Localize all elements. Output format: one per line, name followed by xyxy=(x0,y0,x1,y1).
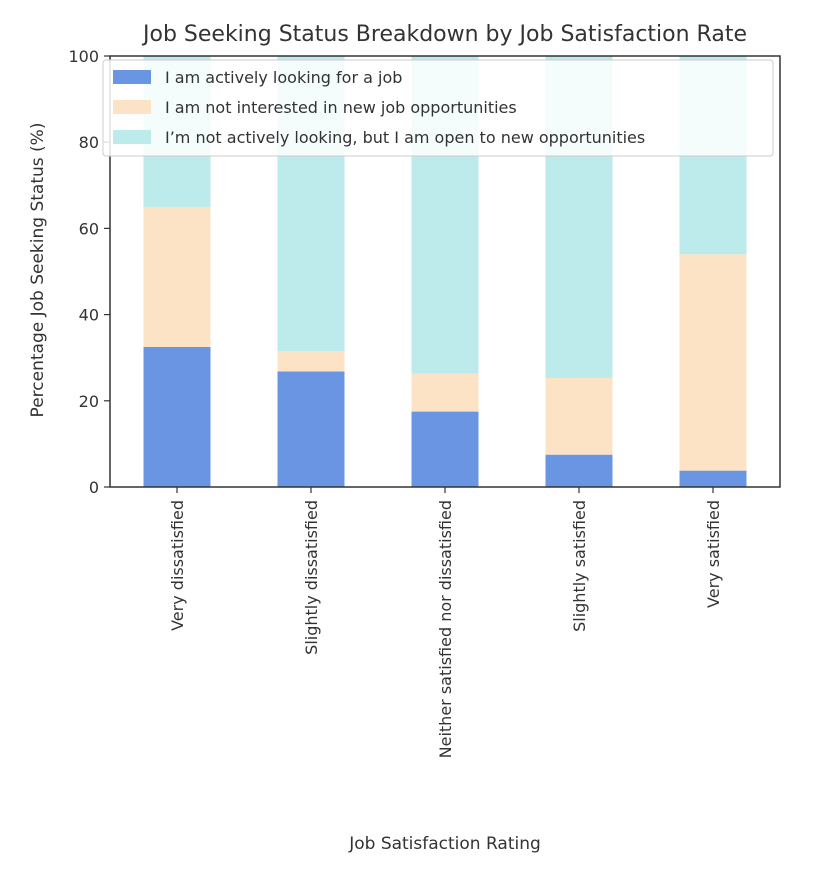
legend-swatch-2 xyxy=(113,130,151,144)
y-tick-label-4: 80 xyxy=(79,133,99,152)
bar-segment-s1-c0 xyxy=(143,206,211,347)
bar-segment-s0-c2 xyxy=(411,411,479,487)
y-tick-label-1: 20 xyxy=(79,392,99,411)
legend: I am actively looking for a job I am not … xyxy=(102,59,774,157)
x-tick-label-4: Very satisfied xyxy=(704,500,723,608)
legend-label-0: I am actively looking for a job xyxy=(165,68,402,87)
y-tick-label-3: 60 xyxy=(79,219,99,238)
legend-swatch-1 xyxy=(113,100,151,114)
y-axis: 0 20 40 60 80 100 xyxy=(68,47,110,497)
bar-segment-s0-c0 xyxy=(143,346,211,487)
y-tick-label-5: 100 xyxy=(68,47,99,66)
x-axis: Very dissatisfied Slightly dissatisfied Ne… xyxy=(168,487,723,758)
x-axis-label: Job Satisfaction Rating xyxy=(348,834,541,854)
bar-segment-s1-c1 xyxy=(277,351,345,372)
x-tick-label-2: Neither satisfied nor dissatisfied xyxy=(436,500,455,758)
x-tick-label-3: Slightly satisfied xyxy=(570,500,589,632)
bar-segment-s1-c4 xyxy=(679,254,747,471)
legend-box xyxy=(102,59,774,157)
bar-segment-s0-c4 xyxy=(679,470,747,487)
y-axis-label: Percentage Job Seeking Status (%) xyxy=(28,123,48,418)
x-tick-label-1: Slightly dissatisfied xyxy=(302,500,321,655)
y-tick-label-2: 40 xyxy=(79,306,99,325)
chart-title: Job Seeking Status Breakdown by Job Sati… xyxy=(141,22,747,47)
legend-label-2: I’m not actively looking, but I am open … xyxy=(165,128,645,147)
y-tick-label-0: 0 xyxy=(89,478,99,497)
bar-segment-s0-c1 xyxy=(277,371,345,487)
legend-label-1: I am not interested in new job opportuni… xyxy=(165,98,517,117)
legend-swatch-0 xyxy=(113,70,151,84)
bar-segment-s1-c2 xyxy=(411,373,479,412)
x-tick-label-0: Very dissatisfied xyxy=(168,500,187,631)
bar-segment-s1-c3 xyxy=(545,377,613,455)
bar-segment-s0-c3 xyxy=(545,454,613,487)
